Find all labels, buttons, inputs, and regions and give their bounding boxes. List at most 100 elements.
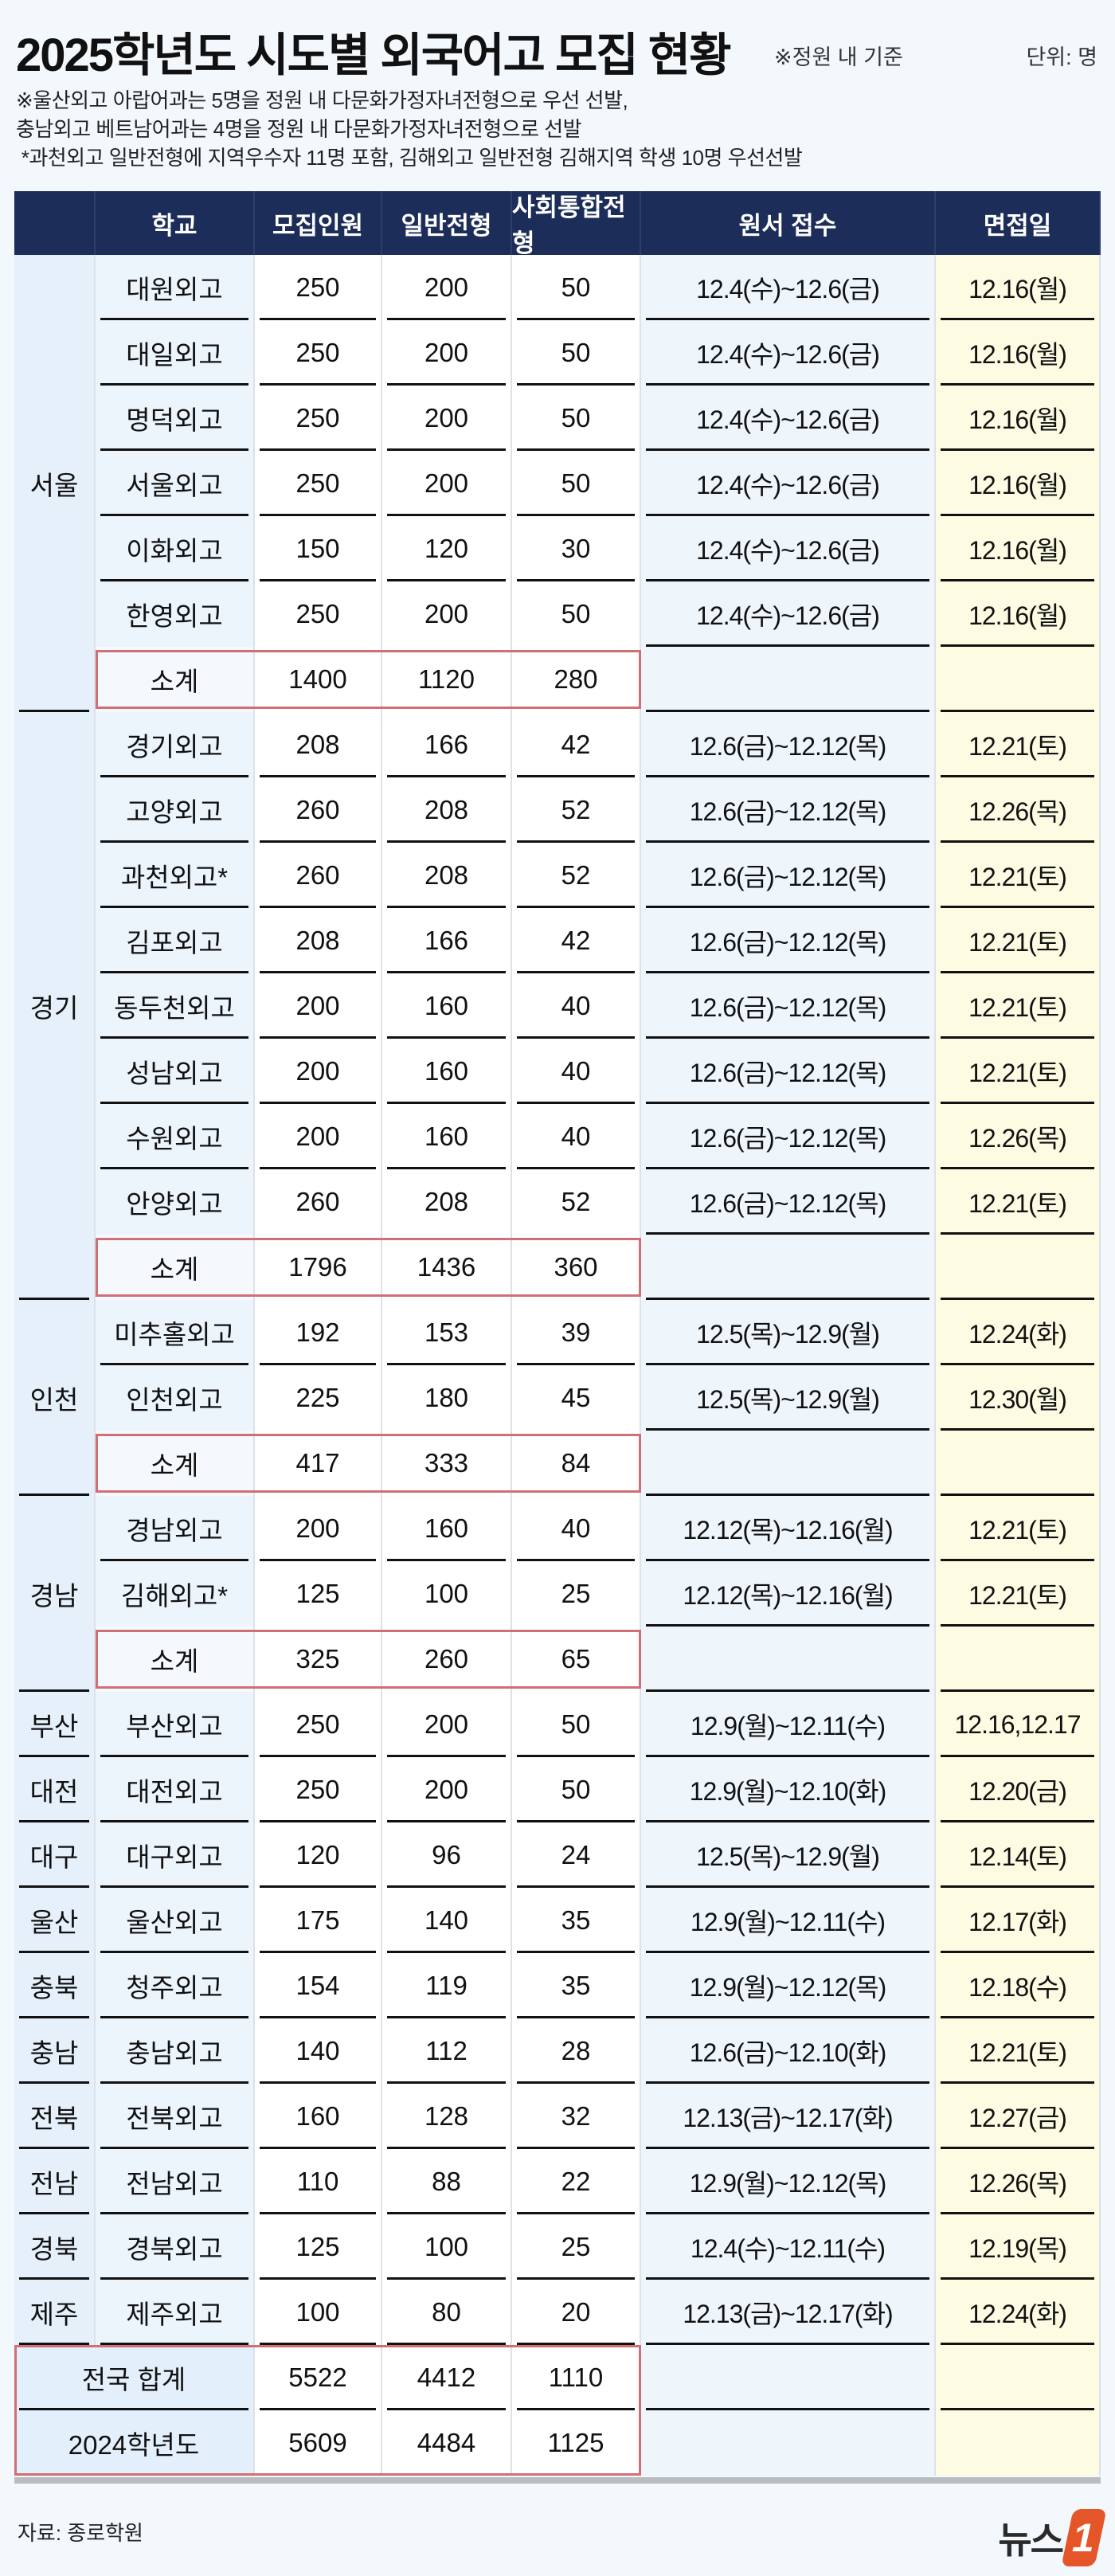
header-interview: 면접일 <box>936 191 1101 255</box>
application-period: 12.6(금)~12.12(목) <box>641 1039 936 1104</box>
quota-general: 112 <box>382 2018 512 2084</box>
interview-date: 12.26(목) <box>936 2149 1101 2214</box>
note-line: 충남외고 베트남어과는 4명을 정원 내 다문화가정자녀전형으로 선발 <box>16 117 582 141</box>
application-period: 12.12(목)~12.16(월) <box>641 1496 936 1561</box>
application-period: 12.5(목)~12.9(월) <box>641 1365 936 1431</box>
application-period: 12.13(금)~12.17(화) <box>641 2084 936 2149</box>
interview-date: 12.16(월) <box>936 386 1101 451</box>
school-name: 안양외고 <box>96 1169 255 1235</box>
application-period: 12.5(목)~12.9(월) <box>641 1300 936 1365</box>
school-name: 경남외고 <box>96 1496 255 1561</box>
quota-total: 208 <box>255 712 382 777</box>
quota-social: 40 <box>512 973 641 1039</box>
total-general: 4484 <box>382 2410 512 2476</box>
region-label: 제주 <box>14 2280 96 2345</box>
quota-social: 28 <box>512 2018 641 2084</box>
region-label: 전북 <box>14 2084 96 2149</box>
quota-general: 200 <box>382 1692 512 1757</box>
quota-total: 250 <box>255 1757 382 1822</box>
quota-general: 200 <box>382 386 512 451</box>
quota-social: 24 <box>512 1822 641 1888</box>
region-label: 인천 <box>14 1300 96 1496</box>
application-period: 12.6(금)~12.12(목) <box>641 777 936 843</box>
application-period: 12.13(금)~12.17(화) <box>641 2280 936 2345</box>
application-period: 12.9(월)~12.10(화) <box>641 1757 936 1822</box>
application-period: 12.9(월)~12.11(수) <box>641 1888 936 1953</box>
application-period: 12.4(수)~12.6(금) <box>641 516 936 581</box>
application-period: 12.6(금)~12.12(목) <box>641 843 936 908</box>
quota-general: 180 <box>382 1365 512 1431</box>
application-period-empty <box>641 647 936 712</box>
application-period: 12.6(금)~12.12(목) <box>641 973 936 1039</box>
subtotal-general: 333 <box>382 1431 512 1496</box>
interview-date: 12.24(화) <box>936 1300 1101 1365</box>
interview-date: 12.16(월) <box>936 581 1101 647</box>
school-name: 한영외고 <box>96 581 255 647</box>
interview-date: 12.17(화) <box>936 1888 1101 1953</box>
school-name: 부산외고 <box>96 1692 255 1757</box>
quota-total: 125 <box>255 2214 382 2280</box>
quota-total: 200 <box>255 973 382 1039</box>
quota-social: 20 <box>512 2280 641 2345</box>
header-social: 사회통합전형 <box>512 191 641 257</box>
interview-date-empty <box>936 2410 1101 2476</box>
quota-total: 154 <box>255 1953 382 2018</box>
quota-total: 160 <box>255 2084 382 2149</box>
quota-total: 250 <box>255 386 382 451</box>
quota-general: 160 <box>382 1496 512 1561</box>
basis-note: ※정원 내 기준 <box>774 45 903 69</box>
interview-date: 12.21(토) <box>936 973 1101 1039</box>
subtotal-label: 소계 <box>96 1431 255 1496</box>
subtotal-social: 280 <box>512 647 641 712</box>
application-period-empty <box>641 2410 936 2476</box>
quota-social: 50 <box>512 255 641 320</box>
interview-date: 12.24(화) <box>936 2280 1101 2345</box>
application-period: 12.9(월)~12.12(목) <box>641 1953 936 2018</box>
source-note: 자료: 종로학원 <box>18 2521 143 2545</box>
news1-logo: 뉴스 1 <box>998 2509 1107 2566</box>
subtotal-general: 1436 <box>382 1235 512 1300</box>
quota-total: 150 <box>255 516 382 581</box>
unit-label: 단위: 명 <box>1026 45 1097 69</box>
quota-social: 25 <box>512 1561 641 1627</box>
quota-general: 208 <box>382 777 512 843</box>
region-label: 대전 <box>14 1757 96 1822</box>
school-name: 인천외고 <box>96 1365 255 1431</box>
quota-general: 208 <box>382 843 512 908</box>
quota-social: 50 <box>512 320 641 386</box>
school-name: 고양외고 <box>96 777 255 843</box>
header-total: 모집인원 <box>255 191 382 255</box>
quota-social: 45 <box>512 1365 641 1431</box>
subtotal-total: 1796 <box>255 1235 382 1300</box>
application-period: 12.4(수)~12.6(금) <box>641 320 936 386</box>
interview-date: 12.16(월) <box>936 320 1101 386</box>
interview-date: 12.18(수) <box>936 1953 1101 2018</box>
interview-date: 12.21(토) <box>936 1561 1101 1627</box>
quota-general: 200 <box>382 320 512 386</box>
quota-total: 200 <box>255 1039 382 1104</box>
quota-general: 100 <box>382 2214 512 2280</box>
quota-total: 250 <box>255 451 382 516</box>
quota-general: 160 <box>382 973 512 1039</box>
quota-total: 100 <box>255 2280 382 2345</box>
school-name: 서울외고 <box>96 451 255 516</box>
application-period: 12.5(목)~12.9(월) <box>641 1822 936 1888</box>
subtotal-total: 325 <box>255 1627 382 1692</box>
quota-total: 250 <box>255 1692 382 1757</box>
logo-mark-icon: 1 <box>1061 2509 1107 2566</box>
interview-date: 12.16(월) <box>936 451 1101 516</box>
quota-general: 166 <box>382 908 512 973</box>
quota-total: 225 <box>255 1365 382 1431</box>
quota-general: 88 <box>382 2149 512 2214</box>
region-label: 전남 <box>14 2149 96 2214</box>
quota-general: 160 <box>382 1104 512 1169</box>
quota-total: 260 <box>255 843 382 908</box>
quota-total: 192 <box>255 1300 382 1365</box>
quota-social: 32 <box>512 2084 641 2149</box>
subtotal-label: 소계 <box>96 1235 255 1300</box>
quota-general: 166 <box>382 712 512 777</box>
interview-date: 12.21(토) <box>936 1496 1101 1561</box>
subtotal-label: 소계 <box>96 1627 255 1692</box>
quota-social: 50 <box>512 451 641 516</box>
interview-date-empty <box>936 1235 1101 1300</box>
